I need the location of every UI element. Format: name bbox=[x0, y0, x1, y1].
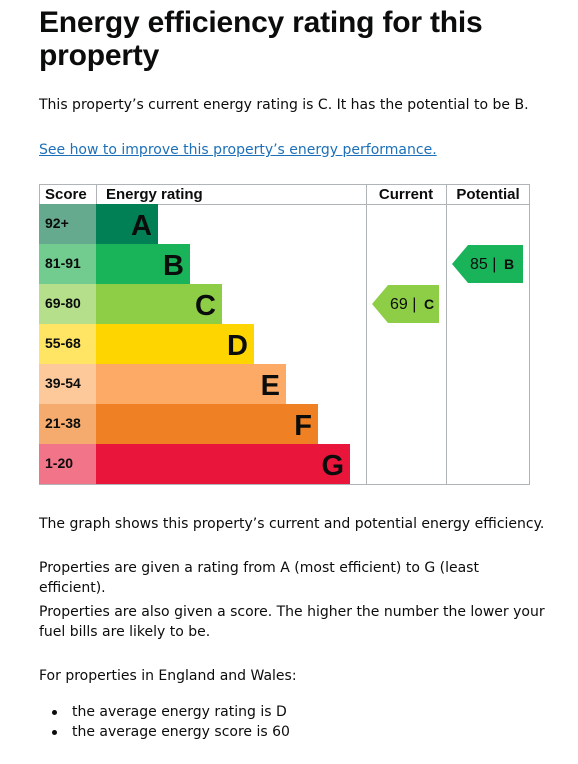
band-letter: A bbox=[131, 210, 152, 242]
score-range: 92+ bbox=[45, 215, 69, 231]
band-bar-c bbox=[96, 284, 222, 324]
current-score-label: 69 | bbox=[390, 296, 416, 313]
score-range: 21-38 bbox=[45, 415, 81, 431]
band-letter: B bbox=[163, 250, 184, 282]
score-range: 69-80 bbox=[45, 295, 81, 311]
list-item: the average energy score is 60 bbox=[39, 722, 290, 742]
header-energy-rating: Energy rating bbox=[106, 186, 203, 203]
potential-score-label: 85 | bbox=[470, 256, 496, 273]
score-cell-g bbox=[39, 444, 96, 484]
score-cell-e bbox=[39, 364, 96, 404]
band-letter: E bbox=[261, 370, 280, 402]
page-title: Energy efficiency rating for this proper… bbox=[39, 6, 483, 72]
region-intro: For properties in England and Wales: bbox=[39, 668, 297, 684]
energy-rating-chart: Score Energy rating Current Potential 92+ A 81… bbox=[39, 184, 530, 485]
band-bar-d bbox=[96, 324, 254, 364]
score-range: 1-20 bbox=[45, 455, 73, 471]
score-cell-d bbox=[39, 324, 96, 364]
score-range: 81-91 bbox=[45, 255, 81, 271]
score-cell-b bbox=[39, 244, 96, 284]
list-item: the average energy rating is D bbox=[39, 702, 290, 722]
potential-letter-label: B bbox=[504, 256, 514, 272]
potential-rating-arrow bbox=[452, 245, 523, 283]
graph-description: The graph shows this property’s current … bbox=[39, 516, 545, 532]
band-bar-b bbox=[96, 244, 190, 284]
current-rating-summary: This property’s current energy rating is… bbox=[39, 97, 529, 113]
header-score: Score bbox=[45, 186, 87, 203]
rating-scale-description: Properties are given a rating from A (mo… bbox=[39, 560, 479, 596]
score-range: 55-68 bbox=[45, 335, 81, 351]
band-letter: G bbox=[321, 450, 344, 482]
score-description: Properties are also given a score. The h… bbox=[39, 604, 545, 640]
band-letter: D bbox=[227, 330, 248, 362]
current-rating-arrow bbox=[372, 285, 439, 323]
header-current: Current bbox=[379, 186, 433, 203]
score-cell-c bbox=[39, 284, 96, 324]
improve-performance-link[interactable]: See how to improve this property’s energ… bbox=[39, 142, 437, 158]
score-range: 39-54 bbox=[45, 375, 81, 391]
score-cell-f bbox=[39, 404, 96, 444]
header-potential: Potential bbox=[456, 186, 519, 203]
band-letter: F bbox=[294, 410, 312, 442]
band-bar-a bbox=[96, 204, 158, 244]
score-cell-a bbox=[39, 204, 96, 244]
current-letter-label: C bbox=[424, 296, 434, 312]
band-bar-f bbox=[96, 404, 318, 444]
averages-list: the average energy rating is D the avera… bbox=[39, 702, 290, 742]
band-letter: C bbox=[195, 290, 216, 322]
band-bar-e bbox=[96, 364, 286, 404]
band-bar-g bbox=[96, 444, 350, 484]
